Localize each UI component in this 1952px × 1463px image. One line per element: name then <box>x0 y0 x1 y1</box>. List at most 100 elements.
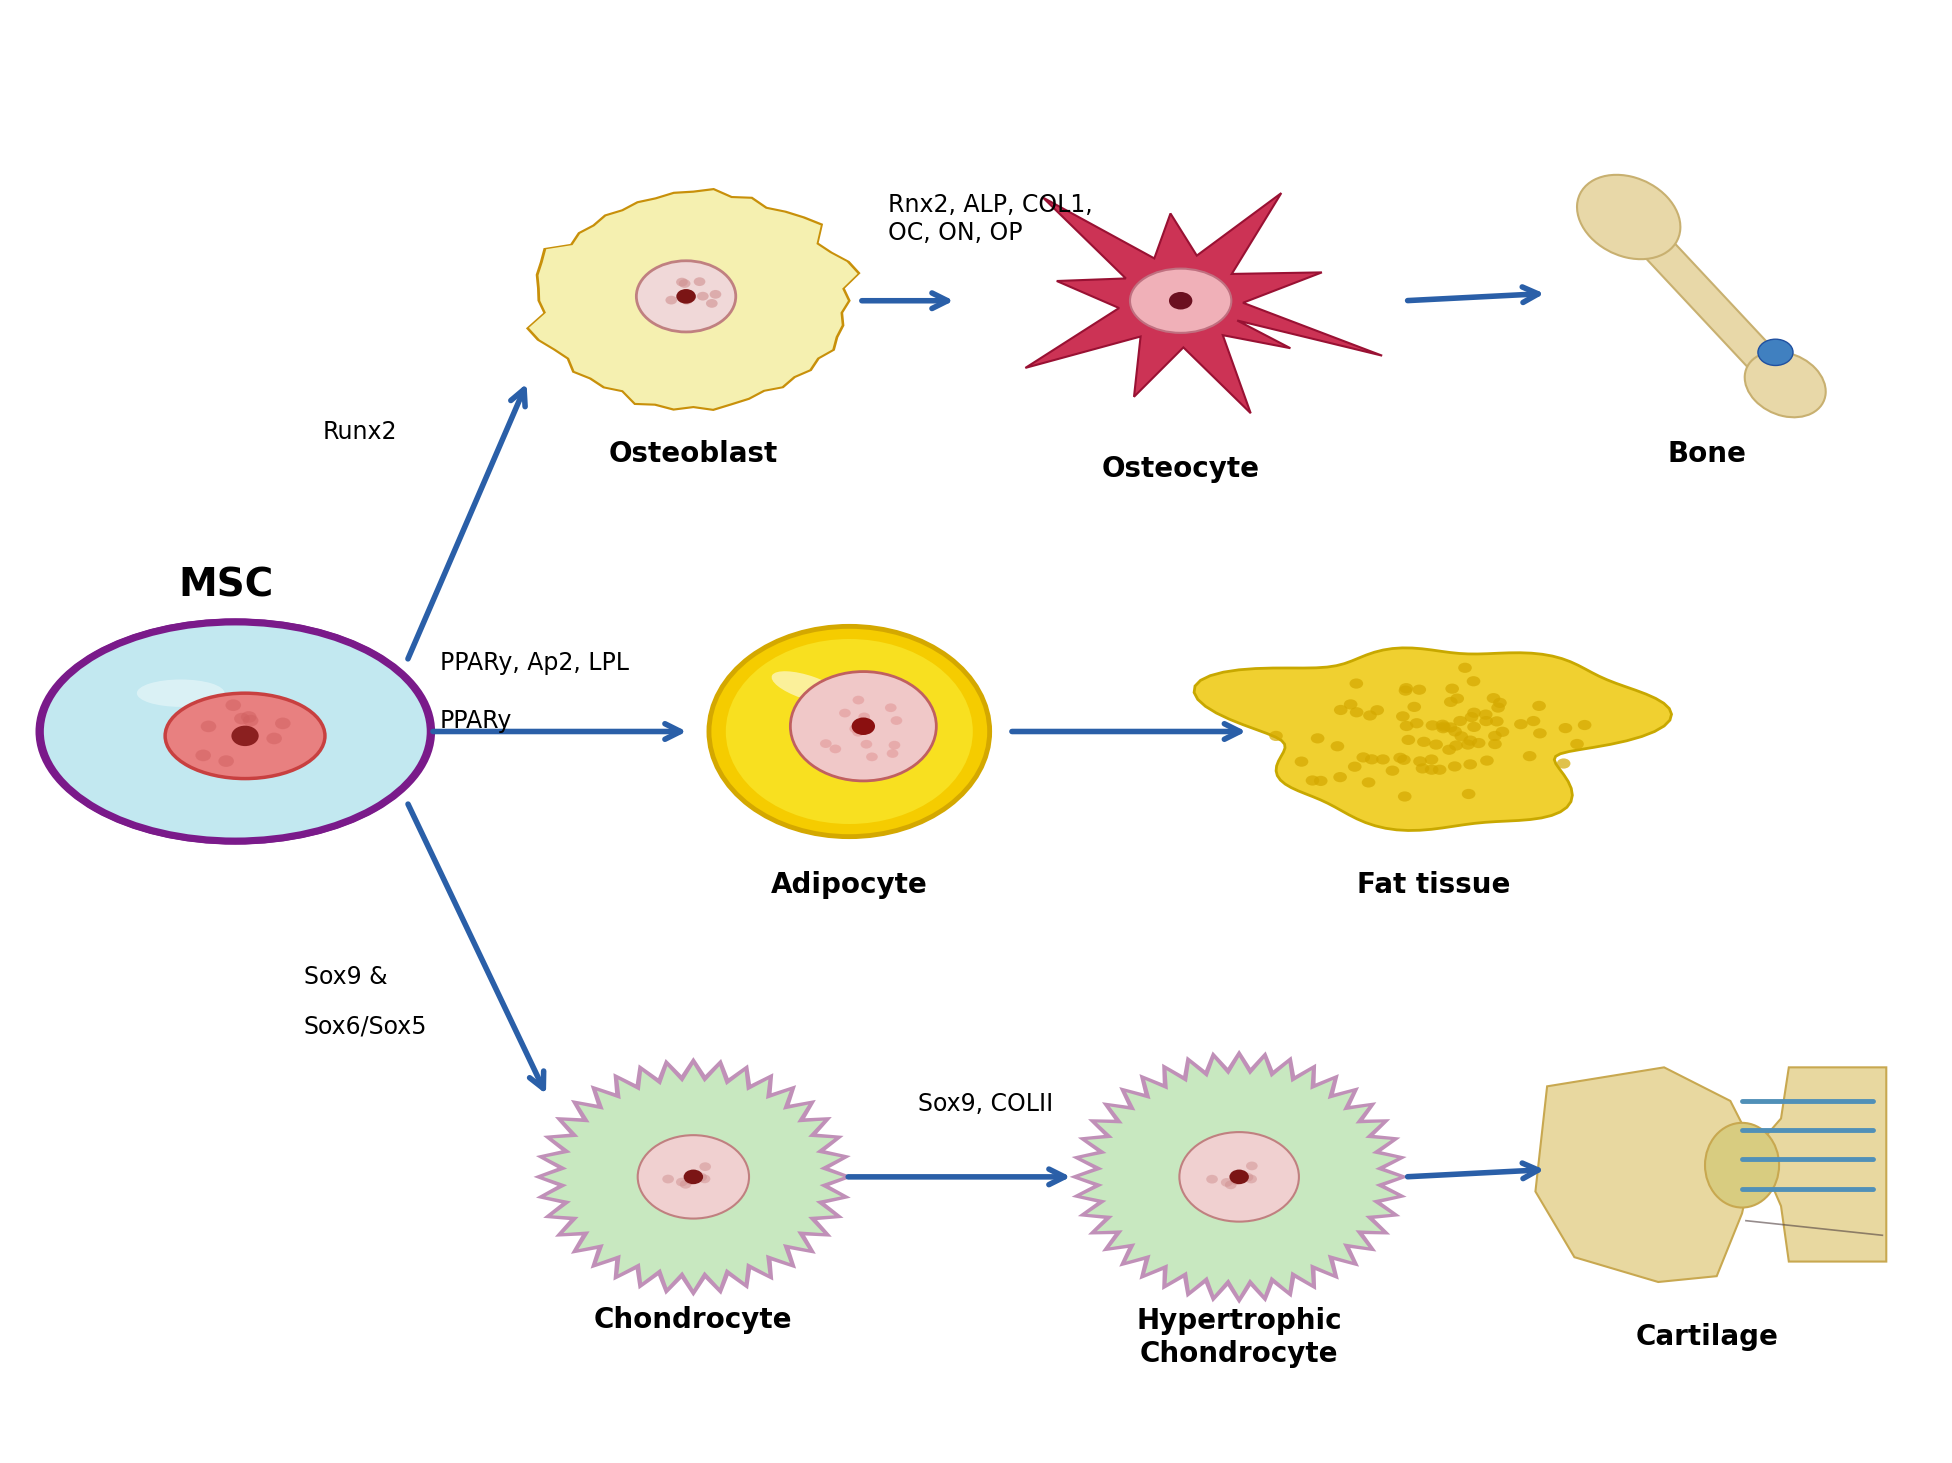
Circle shape <box>830 745 841 753</box>
Circle shape <box>1220 1178 1232 1186</box>
Circle shape <box>234 712 250 724</box>
Circle shape <box>662 1175 673 1184</box>
Circle shape <box>1398 791 1411 802</box>
Circle shape <box>699 1162 711 1170</box>
Circle shape <box>265 733 281 745</box>
Polygon shape <box>1536 1068 1755 1282</box>
Circle shape <box>681 293 693 301</box>
Text: MSC: MSC <box>178 566 273 604</box>
Ellipse shape <box>137 679 224 707</box>
Circle shape <box>1396 711 1409 721</box>
Circle shape <box>857 723 869 732</box>
Circle shape <box>1462 789 1476 799</box>
Ellipse shape <box>35 619 435 844</box>
Circle shape <box>886 749 898 758</box>
Circle shape <box>238 730 254 742</box>
Circle shape <box>1357 752 1370 762</box>
Circle shape <box>1206 1175 1218 1184</box>
Circle shape <box>1417 737 1431 748</box>
Text: Sox6/Sox5: Sox6/Sox5 <box>303 1014 427 1039</box>
Text: Hypertrophic
Chondrocyte: Hypertrophic Chondrocyte <box>1136 1308 1341 1368</box>
Circle shape <box>1230 1169 1249 1184</box>
Circle shape <box>861 740 873 749</box>
Circle shape <box>1349 679 1362 689</box>
Text: Osteocyte: Osteocyte <box>1101 455 1259 483</box>
Text: Cartilage: Cartilage <box>1636 1324 1778 1352</box>
Circle shape <box>1493 698 1507 708</box>
Polygon shape <box>1025 193 1382 413</box>
Ellipse shape <box>1745 351 1825 417</box>
Circle shape <box>1480 755 1493 765</box>
Circle shape <box>1400 686 1413 696</box>
Circle shape <box>1495 727 1509 737</box>
Circle shape <box>859 712 871 721</box>
Circle shape <box>1398 755 1411 765</box>
Circle shape <box>232 726 260 746</box>
Polygon shape <box>529 190 857 408</box>
Circle shape <box>1343 699 1357 710</box>
Circle shape <box>1480 715 1493 726</box>
Circle shape <box>1429 739 1443 749</box>
Circle shape <box>1349 762 1362 772</box>
Circle shape <box>693 278 705 287</box>
Circle shape <box>791 672 937 781</box>
Circle shape <box>1425 720 1439 730</box>
Ellipse shape <box>1130 269 1232 334</box>
Circle shape <box>851 717 874 734</box>
Circle shape <box>1400 721 1413 732</box>
Circle shape <box>1364 755 1378 765</box>
Circle shape <box>1370 705 1384 715</box>
Polygon shape <box>533 1058 853 1296</box>
Circle shape <box>1487 732 1501 742</box>
Circle shape <box>1169 293 1193 310</box>
Polygon shape <box>1079 1058 1400 1296</box>
Circle shape <box>195 749 211 761</box>
Circle shape <box>1179 1132 1298 1222</box>
Circle shape <box>666 296 677 304</box>
Ellipse shape <box>636 260 736 332</box>
Circle shape <box>890 717 902 726</box>
Polygon shape <box>525 187 861 411</box>
Circle shape <box>675 278 687 287</box>
Ellipse shape <box>41 622 429 841</box>
Text: Fat tissue: Fat tissue <box>1357 870 1511 898</box>
Circle shape <box>1491 702 1505 712</box>
Circle shape <box>1464 736 1478 746</box>
Polygon shape <box>1195 648 1671 831</box>
Circle shape <box>240 711 256 723</box>
Circle shape <box>820 739 832 748</box>
Circle shape <box>1236 1173 1247 1182</box>
Text: Sox9, COLII: Sox9, COLII <box>917 1091 1052 1116</box>
Circle shape <box>1487 693 1501 704</box>
Circle shape <box>1402 734 1415 745</box>
Circle shape <box>1448 761 1462 771</box>
Circle shape <box>699 1175 711 1184</box>
Circle shape <box>683 1169 703 1184</box>
Circle shape <box>867 752 878 761</box>
Circle shape <box>1226 1181 1238 1189</box>
Circle shape <box>1415 764 1429 774</box>
Circle shape <box>1472 737 1485 748</box>
Circle shape <box>1362 777 1376 787</box>
Circle shape <box>1409 718 1423 729</box>
Circle shape <box>1489 717 1503 727</box>
Text: PPARy: PPARy <box>439 710 511 733</box>
Circle shape <box>679 1181 691 1188</box>
Circle shape <box>1241 1173 1253 1182</box>
Circle shape <box>1569 739 1583 749</box>
Circle shape <box>1454 732 1468 742</box>
Text: Sox9 &: Sox9 & <box>303 964 386 989</box>
Circle shape <box>1458 663 1472 673</box>
Circle shape <box>638 1135 750 1219</box>
Circle shape <box>1444 683 1458 693</box>
Circle shape <box>1407 702 1421 712</box>
Ellipse shape <box>1577 174 1681 259</box>
Circle shape <box>1425 755 1439 765</box>
Polygon shape <box>543 1065 843 1289</box>
Circle shape <box>1351 707 1362 717</box>
Text: Rnx2, ALP, COL1,
OC, ON, OP: Rnx2, ALP, COL1, OC, ON, OP <box>888 193 1093 244</box>
Circle shape <box>1526 715 1540 726</box>
Circle shape <box>853 696 865 705</box>
Circle shape <box>1443 745 1456 755</box>
Circle shape <box>685 1176 697 1185</box>
